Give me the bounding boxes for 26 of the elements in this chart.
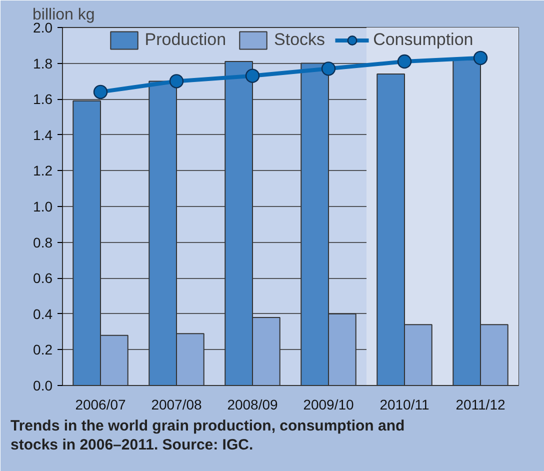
legend-label: Stocks (274, 30, 326, 50)
y-tick-label: 0.6 (33, 270, 53, 286)
point (169, 74, 184, 88)
point (93, 84, 108, 100)
x-tick-label: 2011/12 (456, 396, 506, 412)
point (245, 68, 260, 83)
point (397, 54, 412, 69)
legend-label: Production (144, 30, 226, 50)
y-tick-label: 1.8 (33, 55, 53, 72)
point (321, 62, 336, 76)
x-tick-label: 2008/09 (227, 396, 278, 412)
y-tick-label: 1.4 (33, 126, 53, 143)
text: Trends in the world grain production, consumption and stocks in 2006–2011. Source: IGC. (10, 418, 405, 454)
y-tick-label: 0.8 (33, 234, 53, 250)
point (473, 50, 488, 66)
x-tick-label: 2006/07 (75, 396, 126, 412)
y-tick-label: 1.2 (33, 162, 53, 179)
x-tick-label: 2010/11 (380, 396, 430, 412)
legend-label: Consumption (373, 30, 474, 50)
y-tick-label: 1.0 (33, 198, 53, 214)
y-tick-label: 0.2 (33, 342, 53, 358)
y-tick-label: 1.6 (33, 91, 53, 108)
y-tick-label: 0.0 (33, 378, 53, 394)
x-tick-label: 2007/08 (151, 396, 202, 412)
x-tick-label: 2009/10 (303, 396, 354, 412)
y-tick-label: 0.4 (33, 306, 53, 322)
